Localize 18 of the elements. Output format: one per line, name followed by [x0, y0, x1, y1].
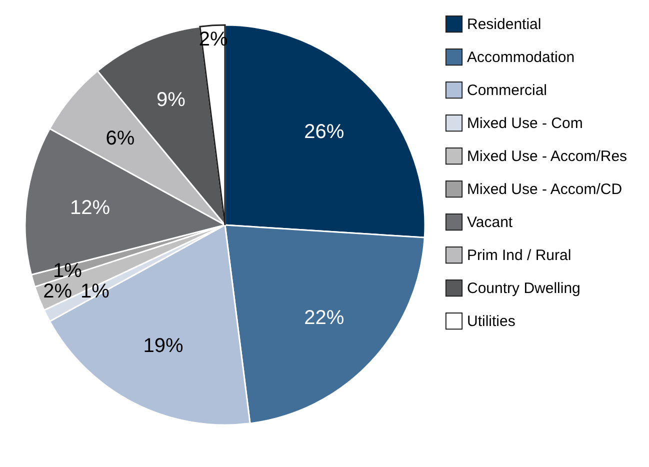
data-label: 2% [43, 280, 72, 302]
legend-label: Mixed Use - Com [467, 115, 583, 132]
legend-label: Utilities [467, 313, 516, 330]
legend-label: Country Dwelling [467, 280, 580, 297]
data-label: 9% [156, 89, 186, 112]
legend-label: Residential [467, 16, 542, 33]
legend-label: Vacant [467, 214, 514, 231]
legend-label: Mixed Use - Accom/Res [467, 148, 628, 165]
data-label: 22% [304, 307, 344, 330]
legend-label: Commercial [467, 82, 548, 99]
data-label: 19% [143, 335, 184, 358]
legend-label: Mixed Use - Accom/CD [467, 181, 622, 198]
legend-label: Prim Ind / Rural [467, 247, 572, 264]
data-label: 6% [106, 127, 135, 150]
legend-label: Accommodation [467, 49, 575, 66]
data-label: 12% [70, 196, 110, 219]
data-label: 26% [304, 120, 344, 143]
data-label: 1% [80, 280, 110, 302]
